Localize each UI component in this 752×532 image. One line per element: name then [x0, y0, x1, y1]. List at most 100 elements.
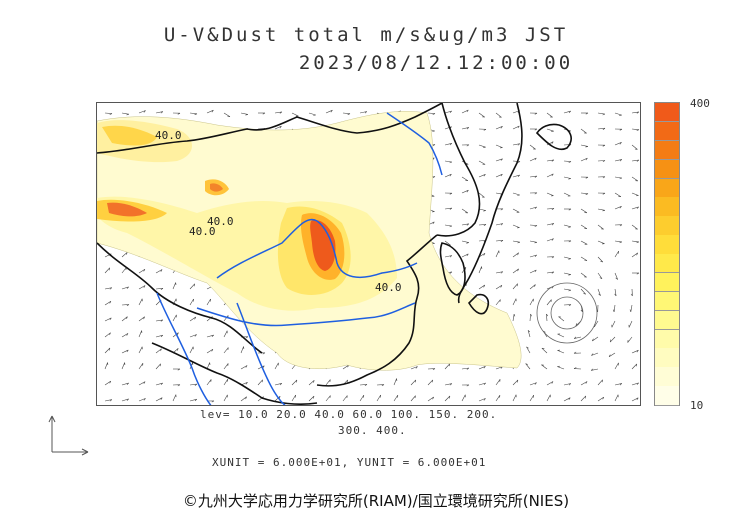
wind-arrow: [172, 282, 176, 290]
wind-arrow: [631, 240, 639, 243]
wind-arrow: [240, 365, 248, 370]
colorbar-swatch: [655, 348, 679, 368]
wind-arrow-head: [449, 110, 452, 114]
wind-arrow: [631, 128, 640, 130]
wind-arrow-head: [517, 161, 521, 163]
wind-arrow: [121, 112, 129, 115]
wind-arrow: [527, 330, 531, 338]
wind-arrow-head: [629, 309, 632, 312]
wind-arrow-head: [245, 114, 248, 116]
wind-arrow: [223, 112, 231, 117]
wind-arrow-head: [194, 316, 197, 320]
wind-arrow-head: [517, 174, 520, 178]
wind-arrow-head: [585, 381, 588, 384]
wind-arrow-head: [585, 112, 589, 115]
wind-arrow: [427, 379, 434, 386]
wind-arrow: [104, 317, 112, 322]
wind-arrow-head: [592, 338, 594, 342]
wind-arrow-head: [483, 146, 486, 148]
wind-arrow-head: [466, 190, 469, 193]
wind-arrow-head: [534, 284, 536, 287]
wind-arrow: [189, 316, 196, 322]
wind-arrow-head: [636, 111, 640, 114]
wind-arrow-head: [546, 313, 549, 317]
wind-arrow-head: [126, 398, 129, 401]
wind-arrow-head: [517, 241, 520, 244]
wind-arrow-head: [313, 114, 316, 116]
typhoon-ring: [536, 282, 598, 344]
wind-arrow-head: [432, 368, 436, 371]
contour-label: 40.0: [207, 215, 234, 228]
wind-arrow-head: [126, 304, 130, 307]
wind-arrow-head: [636, 272, 640, 275]
wind-arrow: [597, 288, 601, 296]
wind-arrow: [614, 272, 618, 280]
wind-arrow: [138, 110, 146, 114]
wind-arrow-head: [448, 363, 450, 367]
wind-arrow: [614, 394, 619, 402]
wind-arrow: [138, 298, 143, 306]
wind-arrow: [614, 112, 622, 116]
wind-arrow-head: [177, 112, 181, 115]
wind-arrow: [512, 174, 520, 178]
wind-arrow: [512, 379, 519, 386]
wind-arrow: [495, 240, 504, 242]
wind-arrow-head: [193, 283, 195, 287]
wind-arrow: [546, 173, 554, 178]
wind-arrow: [155, 363, 161, 370]
wind-arrow: [512, 192, 520, 196]
wind-arrow-head: [431, 379, 434, 383]
dust-map-panel: 40.0 40.0 40.0 40.0: [96, 102, 641, 406]
wind-arrow-head: [568, 274, 571, 276]
wind-arrow: [546, 112, 553, 118]
wind-arrow-head: [517, 252, 519, 256]
wind-arrow: [376, 394, 381, 402]
wind-arrow: [308, 395, 315, 402]
wind-arrow: [614, 159, 622, 162]
wind-arrow-head: [449, 143, 453, 146]
wind-arrow-head: [466, 367, 470, 370]
wind-arrow-head: [499, 299, 501, 303]
wind-arrow: [529, 157, 537, 162]
wind-arrow: [597, 379, 603, 386]
wind-arrow-head: [568, 226, 571, 228]
wind-arrow-head: [584, 395, 587, 399]
wind-arrow: [580, 288, 586, 295]
wind-arrow-head: [619, 224, 623, 227]
wind-arrow-head: [602, 176, 606, 179]
wind-arrow: [631, 206, 639, 210]
wind-arrow: [592, 336, 599, 342]
colorbar-swatch: [655, 197, 679, 217]
wind-arrow-head: [483, 224, 487, 227]
wind-arrow: [580, 256, 588, 261]
wind-arrow-head: [551, 271, 555, 274]
wind-arrow-head: [619, 128, 623, 131]
country-borders: [97, 103, 572, 405]
wind-arrow: [631, 176, 638, 182]
wind-arrow: [121, 382, 129, 386]
wind-arrow-head: [109, 287, 113, 290]
wind-arrow-head: [500, 223, 503, 226]
wind-arrow: [172, 332, 179, 338]
wind-arrow: [155, 288, 164, 290]
wind-arrow: [529, 298, 534, 306]
wind-arrow-head: [500, 240, 504, 242]
wind-arrow: [189, 383, 197, 386]
wind-arrow: [512, 283, 518, 290]
wind-arrow-head: [602, 210, 605, 212]
wind-arrow: [121, 304, 130, 306]
wind-arrow: [529, 240, 537, 243]
wind-arrow-head: [194, 383, 198, 386]
wind-arrow-head: [160, 334, 164, 338]
wind-arrow: [172, 314, 177, 322]
contour-labels: 40.0 40.0 40.0 40.0: [155, 129, 402, 294]
wind-arrow-head: [580, 309, 583, 312]
wind-arrow: [557, 350, 565, 354]
wind-arrow-head: [211, 349, 214, 352]
wind-arrow: [495, 299, 501, 306]
colorbar-swatch: [655, 329, 679, 349]
wind-arrow-head: [534, 192, 538, 195]
wind-arrow: [529, 175, 537, 178]
timestamp: 2023/08/12.12:00:00: [298, 52, 574, 74]
wind-arrow: [591, 368, 599, 371]
